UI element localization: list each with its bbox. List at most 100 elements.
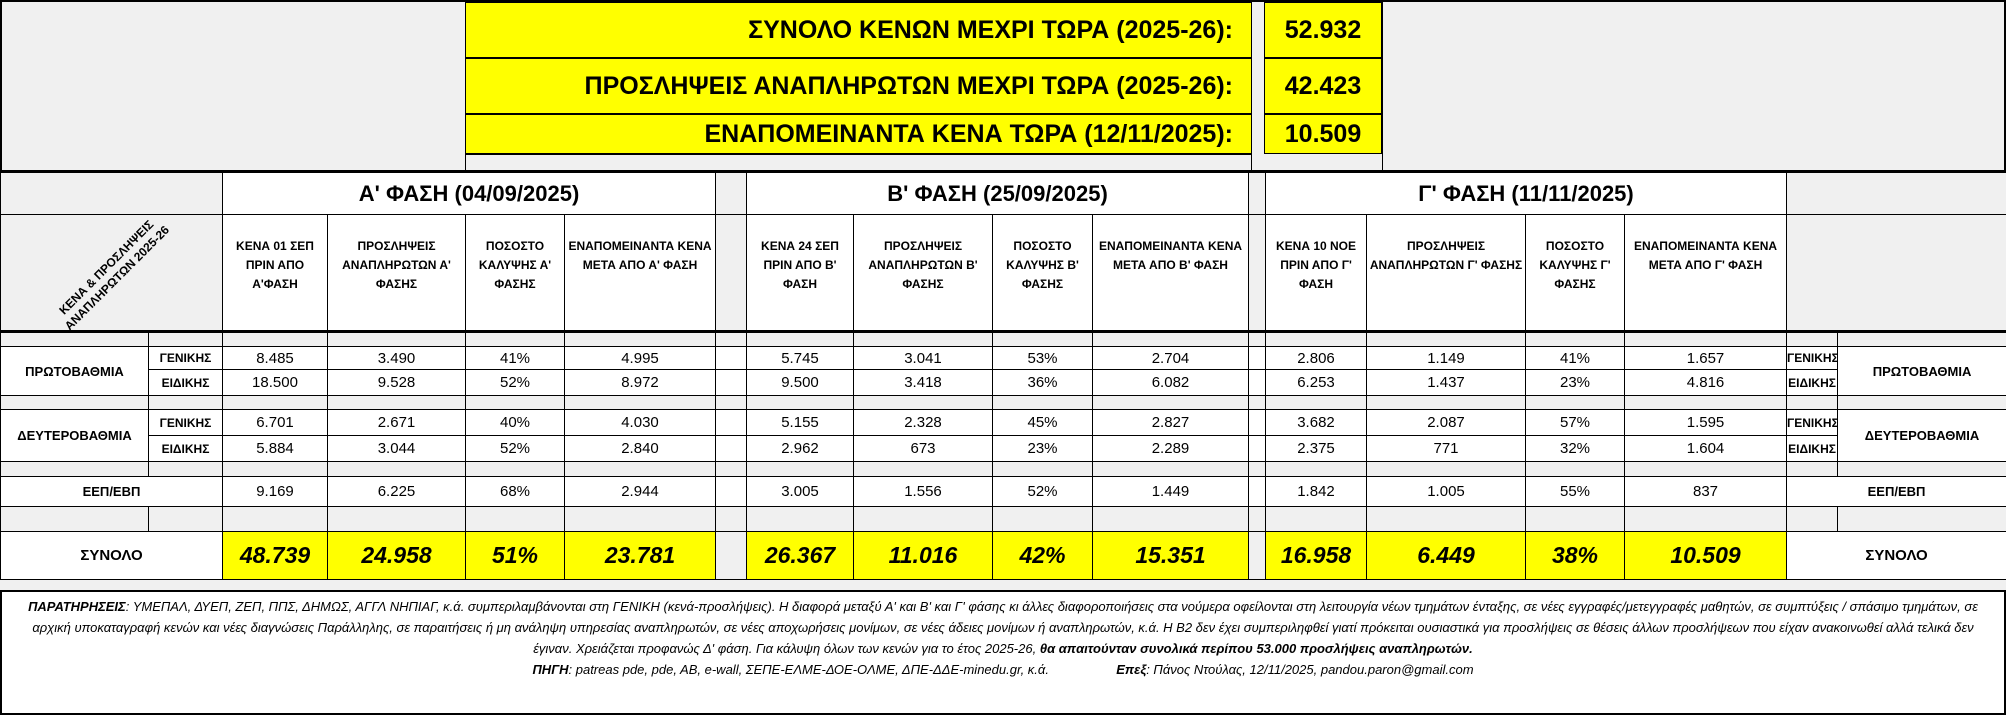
value-cell: 6.449: [1366, 531, 1526, 580]
gap-cell: [1248, 170, 1266, 215]
value-cell: 2.827: [1092, 409, 1249, 436]
value-cell: 6.225: [327, 476, 466, 507]
subgroup-label-right: ΓΕΝΙΚΗΣ: [1786, 409, 1839, 436]
spacer-cell: [992, 506, 1093, 532]
column-header: ΠΟΣΟΣΤΟ ΚΑΛΥΨΗΣ Α' ΦΑΣΗΣ: [465, 214, 565, 332]
spacer-cell: [1092, 395, 1249, 410]
value-cell: 11.016: [853, 531, 993, 580]
value-cell: 3.005: [746, 476, 854, 507]
gap-cell: [1248, 476, 1266, 507]
table-row: [0, 395, 2006, 410]
value-cell: 51%: [465, 531, 565, 580]
blank-cell: [1786, 214, 2006, 332]
gap-cell: [715, 346, 747, 370]
spacer-cell: [715, 395, 747, 410]
value-cell: 2.704: [1092, 346, 1249, 370]
table-row: Α' ΦΑΣΗ (04/09/2025) Β' ΦΑΣΗ (25/09/2025)…: [0, 170, 2006, 215]
phase-title-0: Α' ΦΑΣΗ (04/09/2025): [222, 170, 716, 215]
table-row: [0, 506, 2006, 532]
eep-label-right: ΕΕΠ/ΕΒΠ: [1786, 476, 2006, 507]
summary-total-vacancies-value: 52.932: [1264, 2, 1382, 58]
spacer-cell: [746, 461, 854, 477]
value-cell: 23%: [992, 435, 1093, 462]
value-cell: 26.367: [746, 531, 854, 580]
spacer-cell: [1837, 395, 2006, 410]
spacer-cell: [465, 395, 565, 410]
value-cell: 52%: [992, 476, 1093, 507]
spacer-cell: [853, 506, 993, 532]
subgroup-label: ΕΙΔΙΚΗΣ: [148, 435, 223, 462]
table-row: ΚΕΝΑ & ΠΡΟΣΛΗΨΕΙΣ ΑΝΑΠΛΗΡΩΤΩΝ 2025-26 ΚΕΝ…: [0, 214, 2006, 332]
value-cell: 42%: [992, 531, 1093, 580]
eep-label: ΕΕΠ/ΕΒΠ: [0, 476, 223, 507]
subgroup-label-right: ΕΙΔΙΚΗΣ: [1786, 369, 1839, 396]
spacer-cell: [853, 395, 993, 410]
spacer-cell: [1623, 461, 1788, 477]
value-cell: 18.500: [222, 369, 328, 396]
value-cell: 1.005: [1366, 476, 1526, 507]
remarks-conclusion: θα απαιτούνταν συνολικά περίπου 53.000 π…: [1039, 641, 1473, 656]
value-cell: 5.745: [746, 346, 854, 370]
value-cell: 36%: [992, 369, 1093, 396]
spacer-cell: [1248, 330, 1266, 347]
table-row: ΕΙΔΙΚΗΣ 18.500 9.528 52% 8.972 9.500 3.418 36% 6…: [1, 369, 2006, 396]
gap-cell: [1248, 369, 1266, 396]
gap-cell: [715, 214, 747, 332]
phase-title-2: Γ' ΦΑΣΗ (11/11/2025): [1264, 170, 1788, 215]
value-cell: 24.958: [327, 531, 466, 580]
value-cell: 5.884: [222, 435, 328, 462]
spacer-cell: [327, 506, 466, 532]
value-cell: 1.556: [853, 476, 993, 507]
value-cell: 673: [853, 435, 993, 462]
spacer-cell: [148, 506, 223, 532]
spacer-cell: [1366, 395, 1526, 410]
value-cell: 6.701: [222, 409, 328, 436]
blank-cell: [0, 170, 223, 215]
value-cell: 10.509: [1623, 531, 1788, 580]
spacer-cell: [1092, 461, 1249, 477]
spacer-cell: [564, 461, 716, 477]
spacer-cell: [1248, 506, 1266, 532]
group-label: ΔΕΥΤΕΡΟΒΑΘΜΙΑ: [0, 409, 149, 462]
spacer-cell: [1525, 461, 1625, 477]
value-cell: 2.962: [746, 435, 854, 462]
value-cell: 1.595: [1623, 409, 1788, 436]
value-cell: 2.944: [564, 476, 716, 507]
spacer-cell: [715, 506, 747, 532]
subgroup-label: ΓΕΝΙΚΗΣ: [148, 346, 223, 370]
spacer-cell: [1248, 461, 1266, 477]
summary-remaining-label: ΕΝΑΠΟΜΕΙΝΑΝΤΑ ΚΕΝΑ ΤΩΡΑ (12/11/2025):: [465, 114, 1252, 154]
spacer-cell: [327, 330, 466, 347]
column-header: ΚΕΝΑ 10 ΝΟΕ ΠΡΙΝ ΑΠΟ Γ' ΦΑΣΗ: [1265, 214, 1367, 332]
vacancies-table: Α' ΦΑΣΗ (04/09/2025) Β' ΦΑΣΗ (25/09/2025)…: [0, 170, 2006, 580]
spacer-cell: [222, 461, 328, 477]
value-cell: 2.671: [327, 409, 466, 436]
spacer-cell: [564, 506, 716, 532]
value-cell: 52%: [465, 369, 565, 396]
value-cell: 23.781: [564, 531, 716, 580]
spacer-cell: [465, 506, 565, 532]
spacer-cell: [1092, 330, 1249, 347]
spacer-cell: [564, 330, 716, 347]
value-cell: 53%: [992, 346, 1093, 370]
spacer-cell: [222, 395, 328, 410]
spacer-cell: [1837, 461, 2006, 477]
value-cell: 41%: [465, 346, 565, 370]
value-cell: 6.082: [1092, 369, 1249, 396]
value-cell: 48.739: [222, 531, 328, 580]
gap-cell: [715, 531, 747, 580]
value-cell: 3.418: [853, 369, 993, 396]
spacer-cell: [465, 330, 565, 347]
column-header: ΚΕΝΑ 01 ΣΕΠ ΠΡΙΝ ΑΠΟ Α'ΦΑΣΗ: [222, 214, 328, 332]
value-cell: 3.044: [327, 435, 466, 462]
value-cell: 38%: [1525, 531, 1625, 580]
value-cell: 2.328: [853, 409, 993, 436]
value-cell: 2.840: [564, 435, 716, 462]
summary-hirings-label: ΠΡΟΣΛΗΨΕΙΣ ΑΝΑΠΛΗΡΩΤΩΝ ΜΕΧΡΙ ΤΩΡΑ (2025-…: [465, 58, 1252, 114]
value-cell: 4.816: [1623, 369, 1788, 396]
column-header: ΠΟΣΟΣΤΟ ΚΑΛΥΨΗΣ Β' ΦΑΣΗΣ: [992, 214, 1093, 332]
spacer-cell: [1786, 461, 1839, 477]
value-cell: 32%: [1525, 435, 1625, 462]
spacer-cell: [148, 461, 223, 477]
spacer-cell: [1265, 395, 1367, 410]
